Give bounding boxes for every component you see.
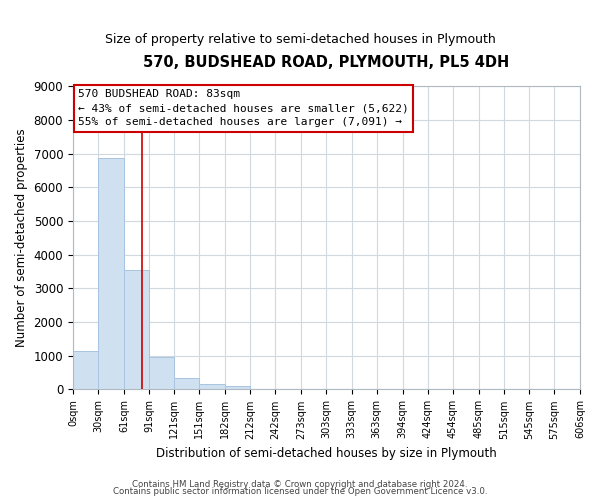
Bar bbox=[225, 386, 250, 390]
Text: Contains HM Land Registry data © Crown copyright and database right 2024.: Contains HM Land Registry data © Crown c… bbox=[132, 480, 468, 489]
Text: Contains public sector information licensed under the Open Government Licence v3: Contains public sector information licen… bbox=[113, 487, 487, 496]
X-axis label: Distribution of semi-detached houses by size in Plymouth: Distribution of semi-detached houses by … bbox=[156, 447, 497, 460]
Bar bbox=[98, 158, 124, 390]
Bar bbox=[124, 270, 149, 390]
Title: 570, BUDSHEAD ROAD, PLYMOUTH, PL5 4DH: 570, BUDSHEAD ROAD, PLYMOUTH, PL5 4DH bbox=[143, 55, 509, 70]
Text: Size of property relative to semi-detached houses in Plymouth: Size of property relative to semi-detach… bbox=[104, 32, 496, 46]
Bar bbox=[174, 378, 199, 390]
Bar bbox=[149, 357, 174, 390]
Text: 570 BUDSHEAD ROAD: 83sqm
← 43% of semi-detached houses are smaller (5,622)
55% o: 570 BUDSHEAD ROAD: 83sqm ← 43% of semi-d… bbox=[78, 90, 409, 128]
Bar bbox=[73, 352, 98, 390]
Y-axis label: Number of semi-detached properties: Number of semi-detached properties bbox=[15, 128, 28, 348]
Bar bbox=[199, 384, 225, 390]
